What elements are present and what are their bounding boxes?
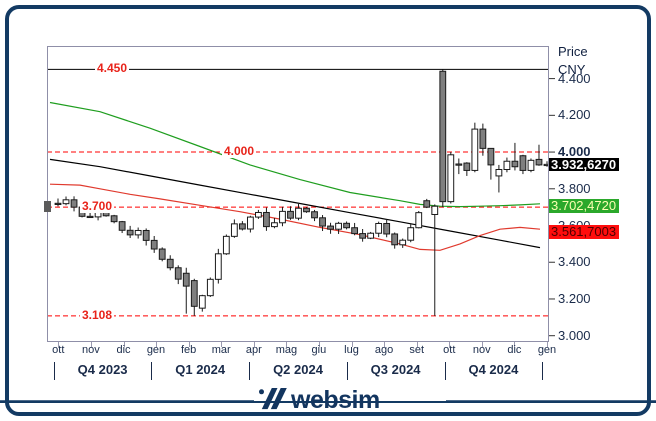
svg-text:websim: websim xyxy=(290,386,380,414)
